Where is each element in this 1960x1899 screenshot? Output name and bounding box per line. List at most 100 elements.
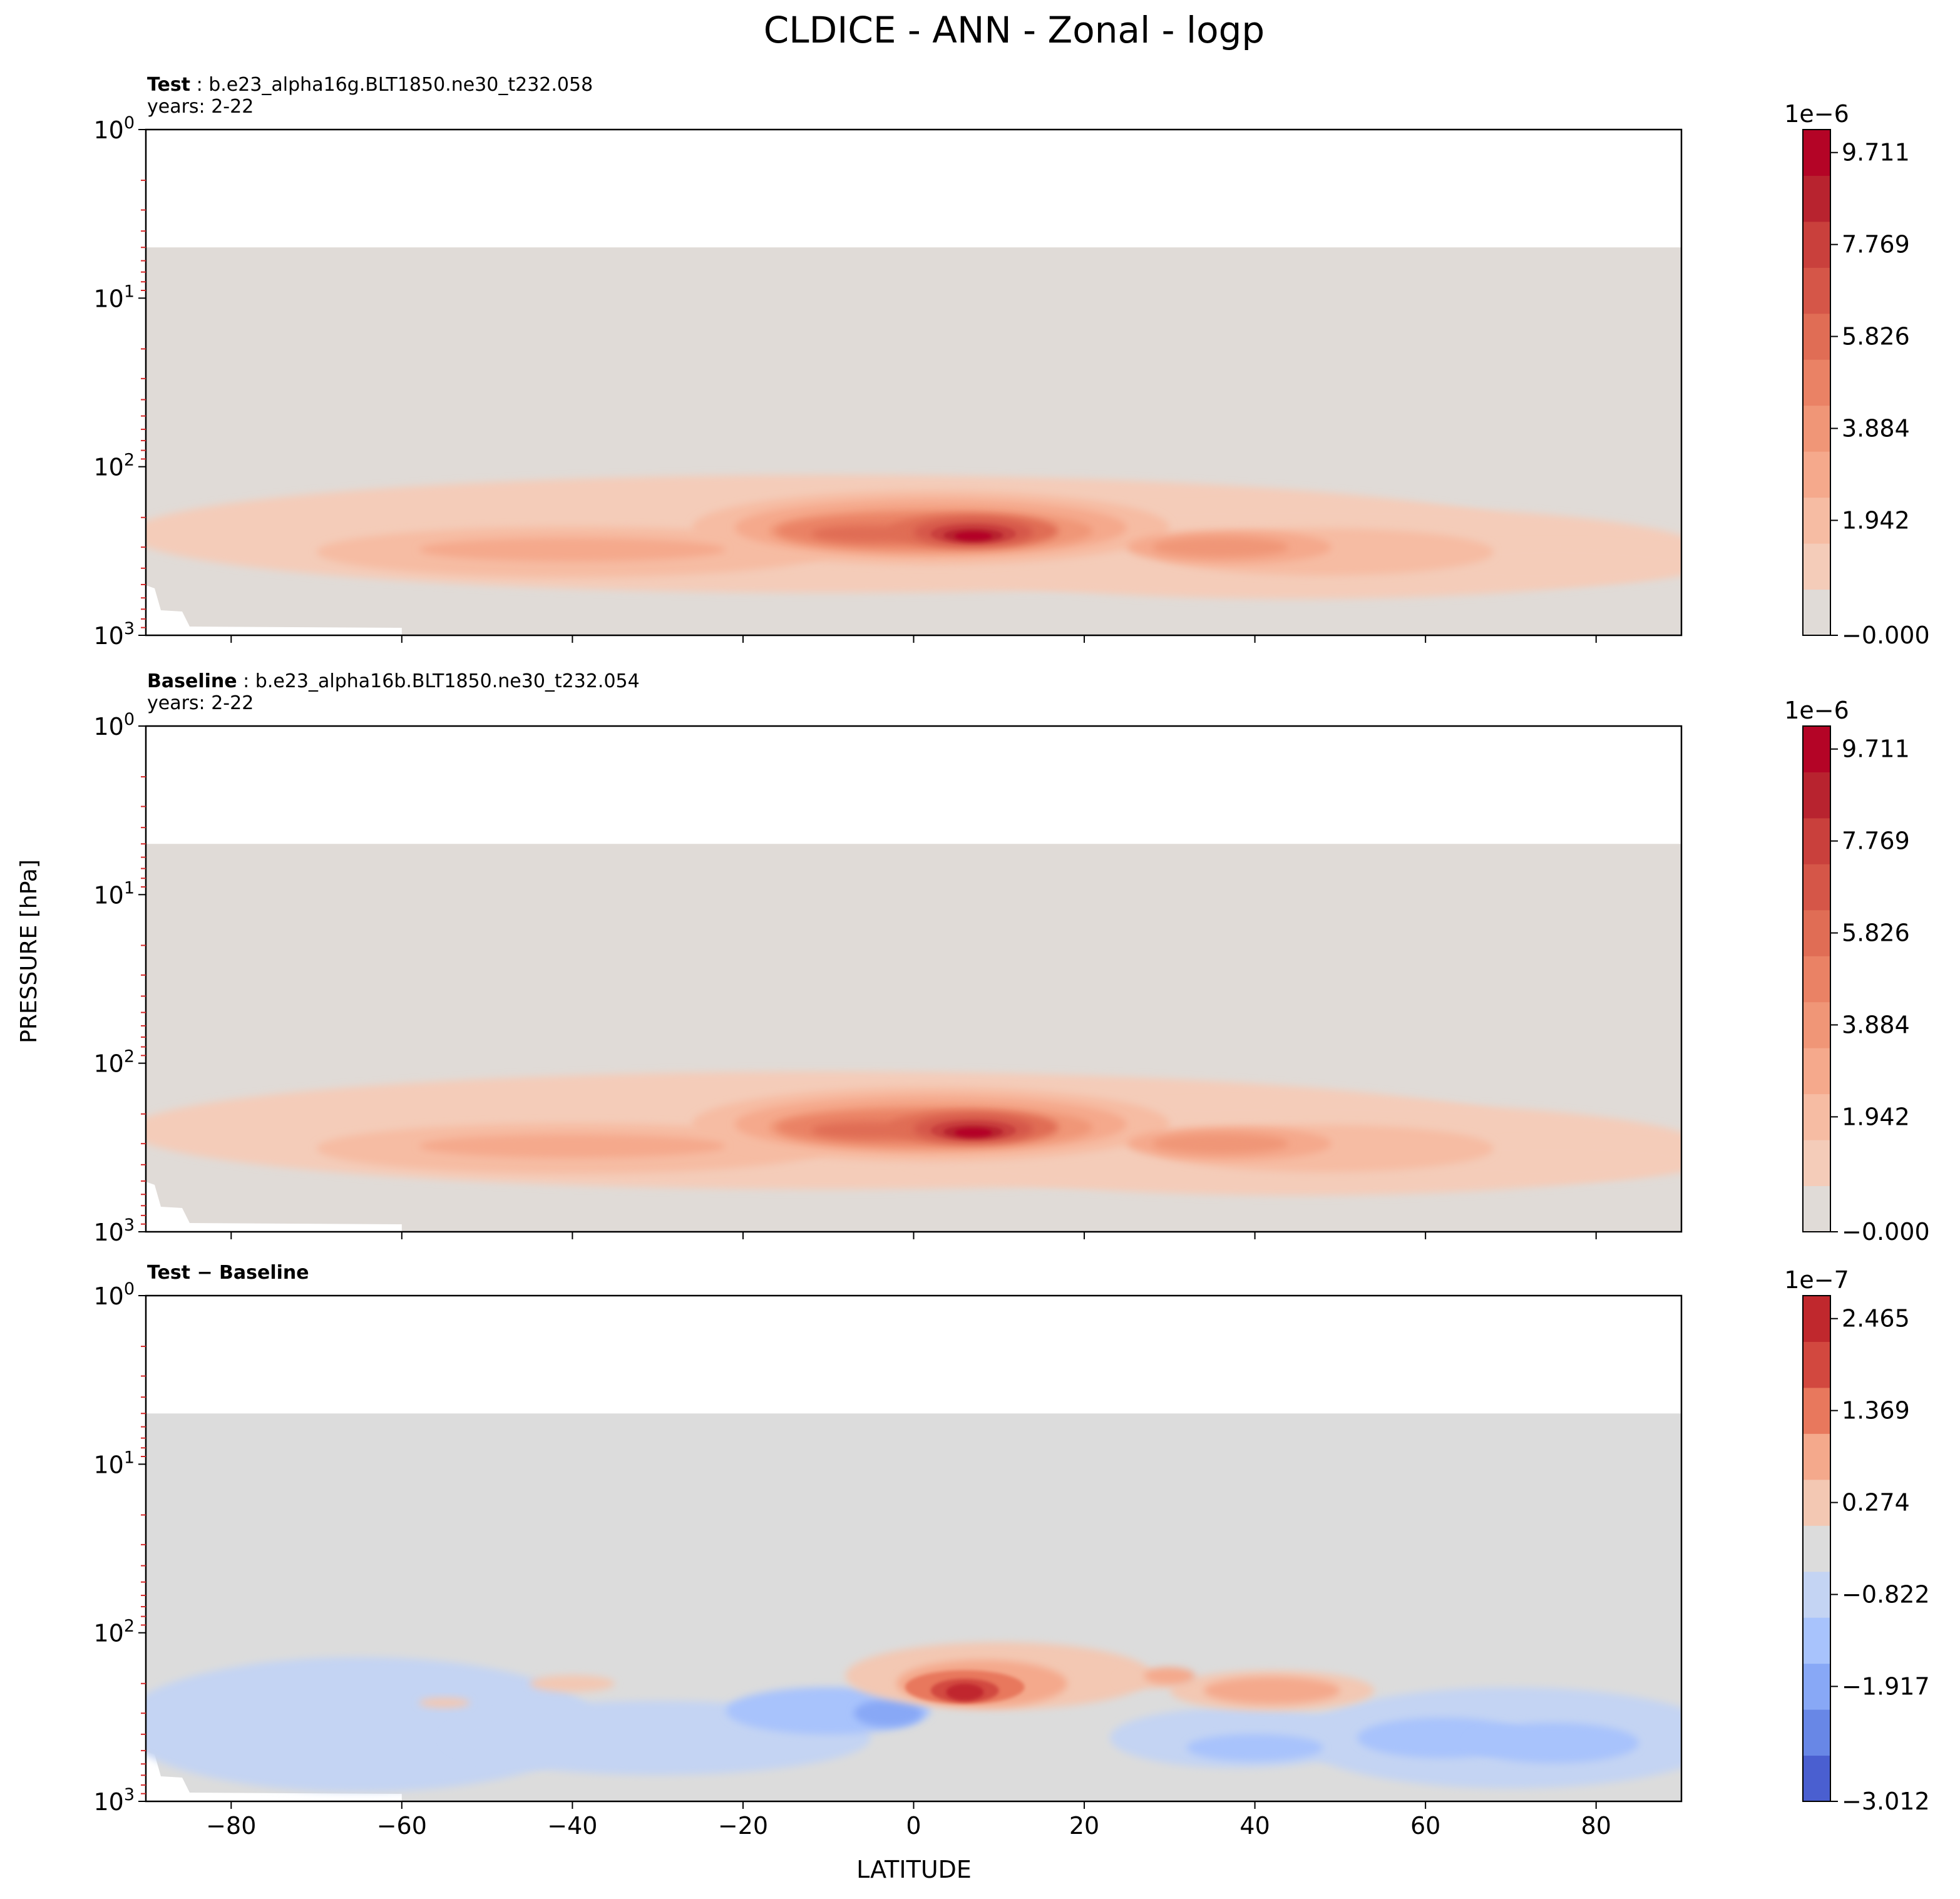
colorbar-segment	[1803, 1140, 1830, 1187]
colorbar-tick-label: 1.942	[1842, 1103, 1910, 1130]
colorbar-segment	[1803, 405, 1830, 452]
contour-region	[1203, 1677, 1340, 1704]
y-tick-label: 103	[93, 619, 135, 650]
x-axis-label: LATITUDE	[856, 1856, 972, 1883]
contour-region	[811, 525, 931, 543]
colorbar-segment	[1803, 1001, 1830, 1048]
colorbar-segment	[1803, 130, 1830, 176]
y-axis-label: PRESSURE [hPa]	[16, 859, 42, 1043]
y-tick-label: 100	[93, 1279, 135, 1310]
contour-region	[854, 1699, 923, 1727]
colorbar-segment	[1803, 1709, 1830, 1756]
colorbar-segment	[1803, 221, 1830, 268]
x-tick-label: −60	[377, 1812, 427, 1840]
contour-region	[419, 1697, 470, 1708]
colorbar-tick-label: 7.769	[1842, 827, 1910, 855]
colorbar-segment	[1803, 451, 1830, 498]
colorbar-tick-label: 1.369	[1842, 1397, 1910, 1425]
colorbar-tick-label: −0.822	[1842, 1580, 1930, 1608]
x-tick-label: 40	[1239, 1812, 1270, 1840]
contour-region	[1468, 1722, 1639, 1763]
colorbar-tick-label: 1.942	[1842, 506, 1910, 534]
colorbar-frame	[1802, 1295, 1831, 1802]
y-tick-label: 102	[93, 451, 135, 481]
colorbar-segment	[1803, 1093, 1830, 1140]
y-tick-label: 100	[93, 113, 135, 144]
x-tick-label: 0	[906, 1812, 921, 1840]
panel-case-label: Baseline : b.e23_alpha16b.BLT1850.ne30_t…	[147, 670, 640, 692]
surface-mask	[146, 1182, 402, 1232]
colorbar-offset-label: 1e−7	[1784, 1266, 1849, 1294]
colorbar-segment	[1803, 175, 1830, 222]
colorbar-segment	[1803, 1617, 1830, 1664]
colorbar-tick-label: 3.884	[1842, 1011, 1910, 1038]
contour-region	[1152, 1134, 1290, 1154]
colorbar-segment	[1803, 1296, 1830, 1342]
colorbar-offset-label: 1e−6	[1784, 100, 1849, 128]
x-tick-label: −40	[547, 1812, 597, 1840]
colorbar-tick-label: −1.917	[1842, 1672, 1930, 1700]
colorbar-tick-label: 9.711	[1842, 735, 1910, 763]
colorbar-segment	[1803, 1387, 1830, 1434]
x-tick-label: −80	[206, 1812, 256, 1840]
contour-region	[419, 538, 726, 561]
contour-region	[530, 1675, 615, 1692]
colorbar-segment	[1803, 543, 1830, 590]
colorbar-segment	[1803, 772, 1830, 819]
colorbar-frame	[1802, 725, 1831, 1232]
colorbar-tick-label: 5.826	[1842, 323, 1910, 351]
colorbar-tick-label: 7.769	[1842, 231, 1910, 258]
colorbar-segment	[1803, 1663, 1830, 1710]
y-tick-label: 101	[93, 1448, 135, 1478]
y-tick-label: 101	[93, 282, 135, 312]
contour-region	[419, 1134, 726, 1158]
colorbar-offset-label: 1e−6	[1784, 697, 1849, 724]
figure-title: CLDICE - ANN - Zonal - logp	[764, 9, 1265, 51]
y-tick-label: 103	[93, 1216, 135, 1246]
panel-case-label: Test : b.e23_alpha16g.BLT1850.ne30_t232.…	[147, 74, 593, 96]
y-tick-label: 100	[93, 710, 135, 740]
colorbar-tick-label: −0.000	[1842, 1218, 1930, 1246]
panel-2: Baseline : b.e23_alpha16b.BLT1850.ne30_t…	[93, 670, 1929, 1246]
colorbar-tick-label: 2.465	[1842, 1305, 1910, 1333]
surface-mask	[146, 1751, 402, 1801]
colorbar-segment	[1803, 359, 1830, 406]
contour-region	[1144, 1667, 1196, 1684]
contour-region	[946, 1684, 984, 1701]
y-tick-label: 101	[93, 878, 135, 909]
colorbar-tick-label: 3.884	[1842, 414, 1910, 442]
colorbar-segment	[1803, 267, 1830, 314]
y-tick-label: 103	[93, 1785, 135, 1816]
contour-region	[1152, 537, 1290, 558]
panel-title: Test − Baseline	[147, 1262, 309, 1284]
colorbar-tick-label: 5.826	[1842, 919, 1910, 947]
colorbar-segment	[1803, 1525, 1830, 1572]
panel-1: Test : b.e23_alpha16g.BLT1850.ne30_t232.…	[93, 74, 1929, 650]
colorbar-tick-label: 0.274	[1842, 1489, 1910, 1517]
surface-mask	[146, 585, 402, 635]
colorbar-segment	[1803, 1479, 1830, 1526]
colorbar-segment	[1803, 313, 1830, 360]
x-tick-label: 80	[1581, 1812, 1611, 1840]
y-tick-label: 102	[93, 1617, 135, 1647]
colorbar-segment	[1803, 726, 1830, 772]
colorbar-segment	[1803, 864, 1830, 911]
x-tick-label: −20	[718, 1812, 768, 1840]
contour-field	[146, 1413, 1681, 1801]
colorbar-segment	[1803, 497, 1830, 544]
colorbar-segment	[1803, 1048, 1830, 1095]
colorbar-segment	[1803, 817, 1830, 864]
contour-region	[1186, 1734, 1323, 1761]
colorbar-tick-label: −3.012	[1842, 1788, 1930, 1815]
contour-field	[146, 247, 1681, 635]
colorbar-segment	[1803, 1185, 1830, 1232]
colorbar-segment	[1803, 589, 1830, 636]
x-tick-label: 60	[1410, 1812, 1440, 1840]
colorbar-segment	[1803, 1755, 1830, 1802]
contour-region	[954, 531, 992, 541]
contour-field	[146, 844, 1681, 1232]
colorbar-segment	[1803, 1571, 1830, 1618]
colorbar-segment	[1803, 909, 1830, 956]
contour-region	[954, 1128, 992, 1137]
